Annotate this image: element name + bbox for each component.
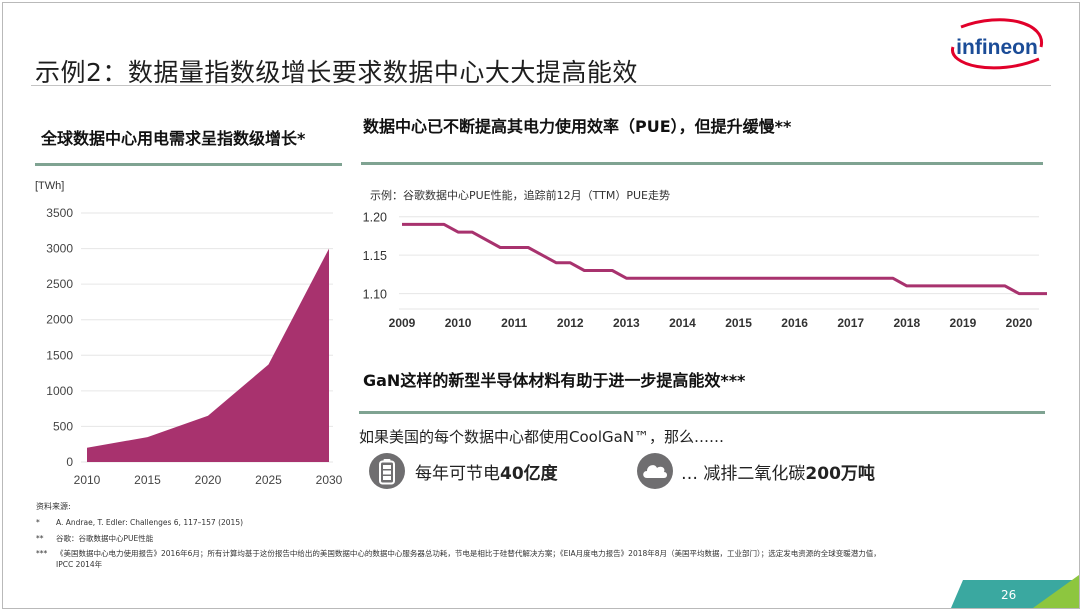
source-item: *** 《美国数据中心电力使用报告》2016年6月；所有计算均基于这份报告中给出的… (36, 549, 881, 558)
right-panel-rule (361, 162, 1043, 165)
right-panel-heading: 数据中心已不断提高其电力使用效率（PUE），但提升缓慢** (363, 117, 792, 136)
y-tick-label: 2000 (46, 313, 73, 327)
x-tick-label: 2014 (669, 316, 696, 330)
page-number: 26 (1001, 588, 1017, 602)
x-tick-label: 2017 (837, 316, 864, 330)
source-item: * A. Andrae, T. Edler: Challenges 6, 117–… (36, 518, 244, 527)
battery-icon (379, 459, 395, 485)
y-tick-label: 1000 (46, 384, 73, 398)
left-panel-heading: 全球数据中心用电需求呈指数级增长* (41, 129, 306, 148)
y-tick-label: 3500 (46, 206, 73, 220)
y-tick-label: 1500 (46, 348, 73, 362)
battery-badge (369, 453, 405, 489)
cloud-icon (643, 465, 667, 478)
x-tick-label: 2009 (389, 316, 416, 330)
x-tick-label: 2010 (445, 316, 472, 330)
x-tick-label: 2030 (316, 473, 343, 487)
x-tick-label: 2012 (557, 316, 584, 330)
gan-heading: GaN这样的新型半导体材料有助于进一步提高能效*** (363, 371, 746, 390)
slide-title: 示例2：数据量指数级增长要求数据中心大大提高能效 (35, 58, 638, 87)
cloud-badge (637, 453, 673, 489)
x-tick-label: 2020 (1006, 316, 1033, 330)
x-tick-label: 2010 (74, 473, 101, 487)
logo-text: infineon (956, 36, 1038, 59)
energy-demand-chart: [TWh] 0 500 1000 1500 2000 2500 3000 3500 2010 20… (35, 180, 343, 487)
x-tick-label: 2018 (893, 316, 920, 330)
energy-unit-label: [TWh] (35, 180, 64, 192)
y-tick-label: 2500 (46, 277, 73, 291)
y-tick-label: 1.15 (363, 249, 387, 263)
pue-line (402, 222, 1047, 296)
x-tick-label: 2011 (501, 316, 527, 330)
source-item: IPCC 2014年 (56, 560, 103, 569)
y-tick-label: 1.10 (363, 288, 387, 302)
benefit-co2: … 减排二氧化碳200万吨 (681, 464, 875, 484)
y-tick-label: 500 (53, 419, 73, 433)
x-tick-label: 2015 (134, 473, 161, 487)
x-tick-label: 2013 (613, 316, 640, 330)
demand-area (87, 248, 329, 462)
infineon-logo: infineon (951, 18, 1043, 70)
x-tick-label: 2019 (950, 316, 977, 330)
x-tick-label: 2016 (781, 316, 808, 330)
pue-chart-subtitle: 示例：谷歌数据中心PUE性能，追踪前12月（TTM）PUE走势 (370, 189, 671, 202)
sources-heading: 资料来源: (36, 502, 71, 511)
gan-text: 如果美国的每个数据中心都使用CoolGaN™，那么…… (359, 428, 725, 446)
y-tick-label: 1.20 (363, 211, 387, 225)
x-tick-label: 2020 (195, 473, 222, 487)
x-tick-label: 2015 (725, 316, 752, 330)
y-tick-label: 3000 (46, 242, 73, 256)
left-panel-rule (35, 163, 342, 166)
x-tick-label: 2025 (255, 473, 282, 487)
benefit-energy: 每年可节电40亿度 (415, 464, 558, 484)
gan-rule (359, 411, 1045, 414)
source-item: ** 谷歌：谷歌数据中心PUE性能 (36, 534, 154, 543)
title-divider (31, 85, 1051, 86)
pue-chart: 1.10 1.15 1.20 2009 2010 2011 2012 2013 2014 2015… (363, 211, 1047, 330)
y-tick-label: 0 (66, 455, 73, 469)
